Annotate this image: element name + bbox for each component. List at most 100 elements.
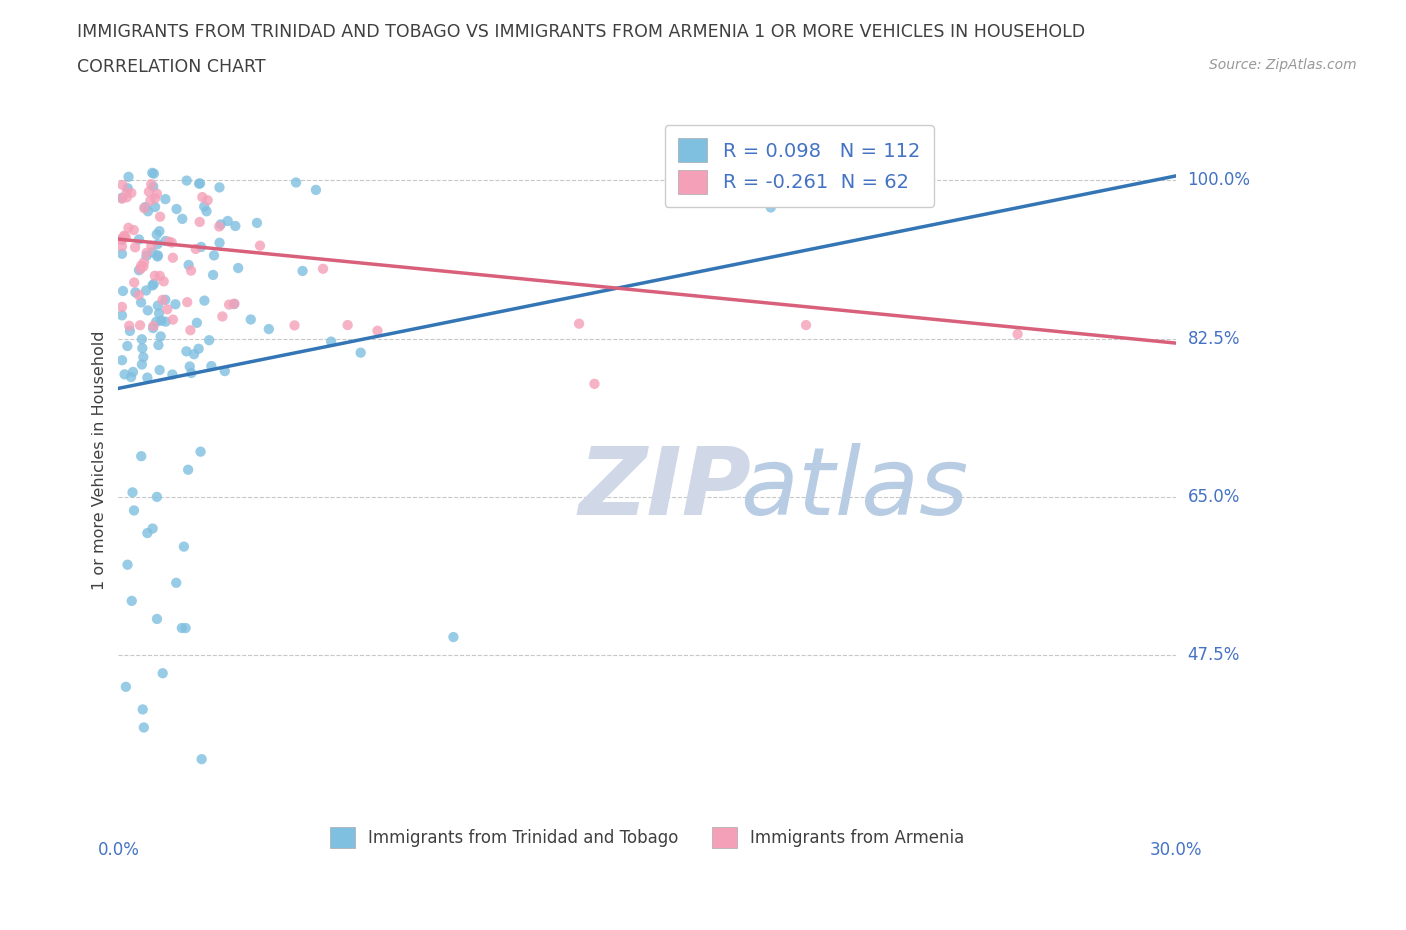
Point	[174, 620, 197, 635]
Point	[120, 370, 142, 385]
Point	[117, 220, 139, 235]
Point	[139, 193, 162, 208]
Point	[142, 521, 165, 536]
Point	[142, 179, 165, 194]
Point	[142, 276, 165, 291]
Point	[128, 287, 150, 302]
Point	[312, 261, 335, 276]
Point	[441, 630, 464, 644]
Point	[759, 200, 782, 215]
Point	[191, 190, 214, 205]
Point	[111, 239, 134, 254]
Point	[132, 702, 155, 717]
Point	[152, 292, 174, 307]
Point	[794, 318, 817, 333]
Point	[118, 324, 141, 339]
Point	[141, 177, 163, 192]
Point	[285, 175, 308, 190]
Point	[111, 192, 134, 206]
Point	[128, 263, 150, 278]
Point	[129, 259, 152, 273]
Point	[152, 666, 174, 681]
Point	[179, 323, 201, 338]
Point	[129, 318, 152, 333]
Point	[226, 260, 249, 275]
Point	[122, 275, 145, 290]
Point	[583, 377, 606, 392]
Point	[129, 261, 152, 276]
Point	[291, 263, 314, 278]
Point	[190, 240, 212, 255]
Point	[111, 178, 134, 193]
Point	[117, 557, 139, 572]
Point	[129, 295, 152, 310]
Point	[172, 211, 194, 226]
Point	[114, 230, 136, 245]
Point	[117, 180, 139, 195]
Point	[149, 329, 172, 344]
Point	[146, 489, 169, 504]
Point	[142, 319, 165, 334]
Text: 82.5%: 82.5%	[1188, 329, 1240, 348]
Point	[111, 352, 134, 367]
Point	[136, 303, 159, 318]
Point	[157, 234, 180, 249]
Point	[366, 324, 388, 339]
Text: IMMIGRANTS FROM TRINIDAD AND TOBAGO VS IMMIGRANTS FROM ARMENIA 1 OR MORE VEHICLE: IMMIGRANTS FROM TRINIDAD AND TOBAGO VS I…	[77, 23, 1085, 41]
Point	[131, 340, 153, 355]
Point	[136, 525, 159, 540]
Point	[1007, 326, 1029, 341]
Text: atlas: atlas	[741, 444, 969, 535]
Point	[111, 232, 134, 247]
Point	[208, 219, 231, 234]
Point	[142, 166, 165, 181]
Point	[141, 238, 163, 253]
Point	[173, 539, 195, 554]
Point	[336, 318, 359, 333]
Point	[183, 347, 205, 362]
Point	[179, 359, 201, 374]
Point	[138, 184, 160, 199]
Point	[129, 449, 152, 464]
Point	[187, 341, 209, 356]
Point	[177, 258, 200, 272]
Point	[901, 187, 924, 202]
Point	[145, 314, 167, 329]
Point	[180, 365, 202, 380]
Point	[184, 242, 207, 257]
Text: CORRELATION CHART: CORRELATION CHART	[77, 58, 266, 75]
Y-axis label: 1 or more Vehicles in Household: 1 or more Vehicles in Household	[93, 331, 107, 591]
Legend: Immigrants from Trinidad and Tobago, Immigrants from Armenia: Immigrants from Trinidad and Tobago, Imm…	[323, 821, 972, 855]
Point	[188, 176, 211, 191]
Point	[176, 295, 198, 310]
Point	[350, 345, 373, 360]
Point	[122, 222, 145, 237]
Point	[117, 339, 139, 353]
Point	[146, 299, 169, 313]
Point	[149, 269, 172, 284]
Point	[111, 232, 134, 246]
Point	[128, 232, 150, 246]
Point	[142, 321, 165, 336]
Point	[148, 306, 170, 321]
Point	[135, 246, 157, 260]
Text: 0.0%: 0.0%	[97, 842, 139, 859]
Point	[143, 200, 166, 215]
Point	[149, 209, 172, 224]
Point	[202, 248, 225, 263]
Point	[132, 259, 155, 274]
Point	[186, 315, 208, 330]
Point	[283, 318, 305, 333]
Point	[115, 190, 138, 205]
Point	[190, 751, 212, 766]
Point	[114, 367, 136, 382]
Point	[135, 283, 157, 298]
Point	[146, 236, 169, 251]
Point	[136, 370, 159, 385]
Point	[208, 235, 231, 250]
Point	[162, 250, 184, 265]
Point	[111, 191, 134, 206]
Point	[155, 292, 177, 307]
Point	[170, 620, 193, 635]
Point	[112, 228, 135, 243]
